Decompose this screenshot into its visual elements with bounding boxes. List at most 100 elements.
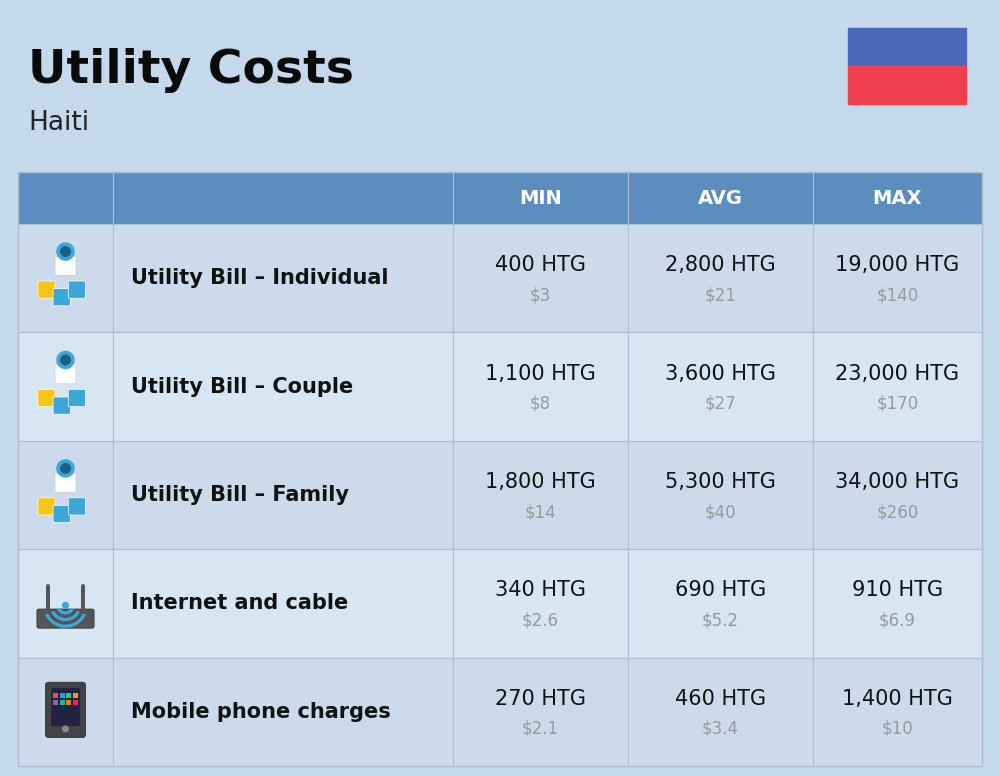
Text: $14: $14 [525,503,556,521]
Text: $2.1: $2.1 [522,720,559,738]
Text: 23,000 HTG: 23,000 HTG [835,364,960,383]
Text: Haiti: Haiti [28,110,89,136]
Bar [53,693,58,698]
Bar [628,172,813,224]
Text: 270 HTG: 270 HTG [495,689,586,708]
Text: AVG: AVG [698,189,743,207]
Bar [113,224,453,332]
Text: $170: $170 [876,395,919,413]
FancyBboxPatch shape [38,497,55,515]
FancyBboxPatch shape [53,505,70,522]
FancyBboxPatch shape [68,390,86,407]
Circle shape [63,726,68,732]
Circle shape [57,460,74,477]
Bar [453,657,628,766]
Text: MIN: MIN [519,189,562,207]
Bar [813,224,982,332]
Text: $27: $27 [705,395,736,413]
Text: 34,000 HTG: 34,000 HTG [835,472,960,492]
Circle shape [61,463,70,473]
Bar [18,441,113,549]
FancyBboxPatch shape [51,688,80,726]
Bar [113,332,453,441]
Text: Mobile phone charges: Mobile phone charges [131,702,391,722]
Text: 460 HTG: 460 HTG [675,689,766,708]
FancyBboxPatch shape [38,390,55,407]
Text: Utility Bill – Individual: Utility Bill – Individual [131,268,388,288]
Bar [813,657,982,766]
Bar [453,441,628,549]
FancyBboxPatch shape [68,497,86,515]
Bar [113,172,453,224]
Bar [628,224,813,332]
Bar [628,332,813,441]
Bar [113,657,453,766]
Bar [813,549,982,657]
Circle shape [61,355,70,365]
Text: 2,800 HTG: 2,800 HTG [665,255,776,275]
Text: $260: $260 [876,503,919,521]
Bar [848,66,966,104]
Text: 19,000 HTG: 19,000 HTG [835,255,960,275]
Bar [813,332,982,441]
Text: 5,300 HTG: 5,300 HTG [665,472,776,492]
Text: $3.4: $3.4 [702,720,739,738]
Bar [813,172,982,224]
Text: $5.2: $5.2 [702,611,739,629]
Text: 340 HTG: 340 HTG [495,580,586,601]
FancyBboxPatch shape [68,281,86,298]
Bar [628,441,813,549]
Text: Utility Bill – Family: Utility Bill – Family [131,485,349,505]
Bar [453,332,628,441]
FancyBboxPatch shape [55,473,76,492]
Bar [453,172,628,224]
Bar [60,701,65,705]
Text: Internet and cable: Internet and cable [131,594,348,613]
Text: 1,800 HTG: 1,800 HTG [485,472,596,492]
Text: 400 HTG: 400 HTG [495,255,586,275]
Bar [453,224,628,332]
Bar [18,172,113,224]
Bar [66,693,71,698]
Text: MAX: MAX [873,189,922,207]
FancyBboxPatch shape [53,289,70,306]
Bar [628,657,813,766]
Text: $6.9: $6.9 [879,611,916,629]
Bar [113,549,453,657]
Text: 690 HTG: 690 HTG [675,580,766,601]
FancyBboxPatch shape [55,365,76,384]
Text: $8: $8 [530,395,551,413]
Text: $3: $3 [530,286,551,304]
Text: $21: $21 [705,286,736,304]
Bar [453,549,628,657]
Text: Utility Costs: Utility Costs [28,48,354,93]
Text: $40: $40 [705,503,736,521]
Bar [18,549,113,657]
Text: 910 HTG: 910 HTG [852,580,943,601]
Bar [113,441,453,549]
FancyBboxPatch shape [37,609,94,629]
FancyBboxPatch shape [45,682,86,738]
Bar [18,657,113,766]
FancyBboxPatch shape [53,397,70,414]
Bar [60,693,65,698]
Bar [18,172,982,766]
Bar [18,224,113,332]
FancyBboxPatch shape [55,256,76,275]
FancyBboxPatch shape [38,281,55,298]
Text: 1,400 HTG: 1,400 HTG [842,689,953,708]
Text: 3,600 HTG: 3,600 HTG [665,364,776,383]
Text: $2.6: $2.6 [522,611,559,629]
Circle shape [63,602,68,608]
Bar [18,332,113,441]
Bar [73,701,78,705]
Circle shape [57,243,74,260]
Text: Utility Bill – Couple: Utility Bill – Couple [131,376,353,397]
Bar [66,701,71,705]
Bar [628,549,813,657]
Text: 1,100 HTG: 1,100 HTG [485,364,596,383]
Bar [848,28,966,66]
Bar [53,701,58,705]
Text: $140: $140 [876,286,919,304]
Circle shape [61,247,70,256]
